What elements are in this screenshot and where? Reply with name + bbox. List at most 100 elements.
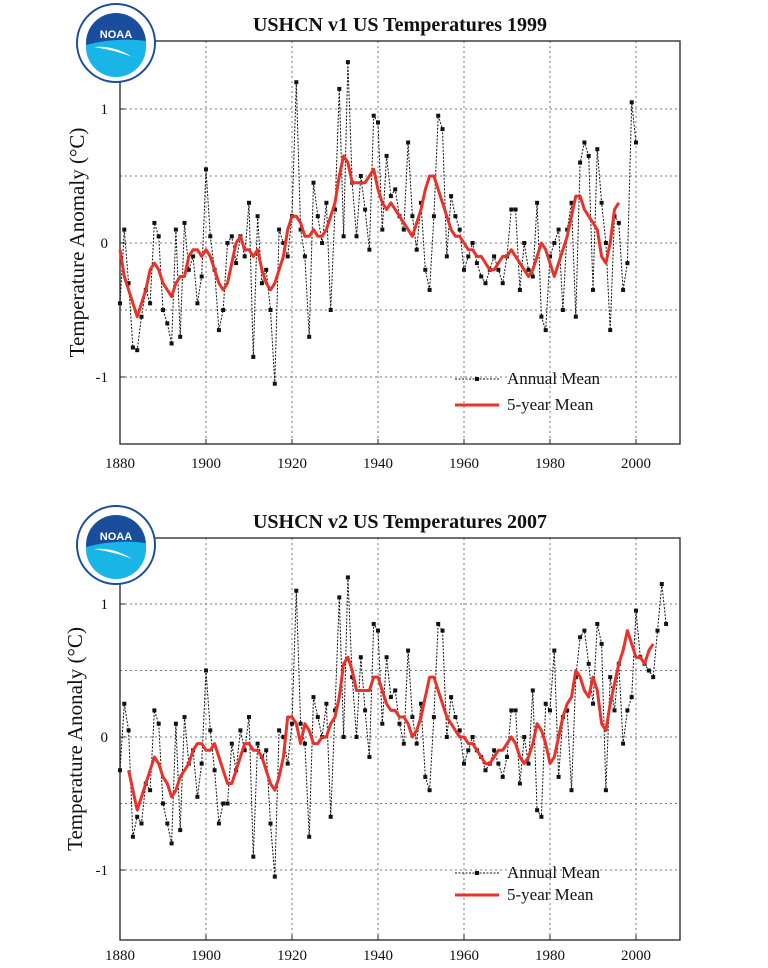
- legend-annual-marker: [475, 377, 479, 381]
- annual-mean-point: [449, 695, 454, 700]
- x-tick-label: 1980: [535, 948, 565, 964]
- logo-text: NOAA: [100, 531, 132, 543]
- legend-annual-label: Annual Mean: [507, 369, 601, 388]
- annual-mean-point: [290, 721, 294, 726]
- annual-mean-point: [470, 735, 475, 739]
- annual-mean-point: [621, 741, 626, 746]
- annual-mean-point: [311, 180, 316, 185]
- annual-mean-point: [277, 227, 282, 232]
- x-tick-label: 1940: [363, 948, 393, 964]
- annual-mean-point: [401, 741, 406, 746]
- annual-mean-point: [629, 100, 634, 105]
- annual-mean-point: [126, 728, 131, 733]
- annual-mean-point: [255, 741, 260, 746]
- annual-mean-point: [599, 641, 604, 646]
- annual-mean-point: [298, 227, 303, 232]
- annual-mean-point: [608, 328, 613, 333]
- legend: Annual Mean 5-year Mean: [455, 369, 601, 414]
- annual-mean-point: [212, 768, 217, 773]
- annual-mean-point: [586, 153, 591, 158]
- annual-mean-point: [479, 274, 484, 279]
- annual-mean-point: [281, 241, 286, 245]
- annual-mean-point: [655, 628, 660, 633]
- annual-mean-point: [341, 735, 346, 739]
- annual-mean-point: [281, 735, 286, 739]
- annual-mean-point: [242, 748, 247, 753]
- annual-mean-point: [492, 254, 497, 259]
- chart-1: 1880 1900 1920 1940 1960 1980 2000 -1 0 1 USHCN v1…: [65, 3, 681, 472]
- annual-mean-point: [156, 234, 161, 239]
- annual-mean-point: [535, 808, 540, 813]
- annual-mean-point: [457, 728, 462, 733]
- annual-mean-point: [268, 308, 273, 312]
- annual-mean-point: [384, 153, 389, 158]
- annual-mean-point: [216, 821, 221, 826]
- annual-mean-point: [255, 214, 260, 219]
- annual-mean-point: [358, 655, 363, 660]
- annual-mean-point: [659, 582, 664, 587]
- annual-mean-point: [126, 281, 131, 286]
- annual-mean-point: [294, 80, 299, 85]
- annual-mean-point: [569, 788, 574, 793]
- annual-mean-point: [423, 267, 428, 272]
- annual-mean-point: [380, 721, 385, 726]
- annual-mean-point: [152, 220, 157, 225]
- annual-mean-point: [440, 127, 445, 132]
- series-5-year-mean-line: [127, 629, 655, 812]
- annual-mean-point: [436, 113, 441, 118]
- annual-mean-point: [135, 348, 140, 353]
- annual-mean-point: [629, 695, 634, 700]
- y-tick-label: 0: [101, 730, 109, 746]
- annual-mean-point: [474, 261, 479, 266]
- legend-annual-marker: [475, 871, 479, 875]
- annual-mean-point: [285, 761, 290, 766]
- logo-gull-icon: [94, 548, 132, 559]
- annual-mean-point: [483, 281, 488, 286]
- annual-mean-point: [625, 708, 630, 713]
- annual-mean-point: [440, 628, 445, 633]
- annual-mean-point: [500, 281, 505, 286]
- annual-mean-point: [376, 628, 380, 633]
- annual-mean-point: [118, 301, 122, 306]
- annual-mean-point: [414, 741, 419, 746]
- annual-mean-point: [337, 595, 342, 600]
- annual-mean-point: [509, 207, 514, 212]
- chart-2: 1880 1900 1920 1940 1960 1980 2000 -1 0 1 USHCN v2…: [63, 505, 681, 964]
- annual-mean-point: [582, 628, 587, 633]
- annual-mean-point: [161, 308, 165, 312]
- annual-mean-point: [444, 254, 449, 259]
- annual-mean-point: [225, 241, 230, 245]
- annual-mean-point: [376, 120, 380, 125]
- annual-mean-point: [388, 695, 393, 700]
- annual-mean-point: [462, 761, 466, 766]
- annual-mean-point: [302, 254, 307, 259]
- annual-mean-point: [393, 187, 398, 192]
- y-tick-label: 1: [101, 102, 109, 118]
- annual-mean-point: [178, 334, 183, 339]
- annual-mean-point: [552, 241, 557, 245]
- annual-mean-point: [436, 621, 441, 626]
- noaa-logo: NOAA: [76, 3, 156, 83]
- annual-mean-point: [595, 621, 600, 626]
- annual-mean-point: [272, 381, 277, 386]
- annual-mean-point: [234, 261, 239, 266]
- annual-mean-point: [414, 247, 419, 252]
- annual-mean-point: [573, 314, 578, 319]
- annual-mean-point: [599, 200, 604, 205]
- annual-mean-point: [173, 721, 178, 726]
- annual-mean-point: [277, 728, 282, 733]
- annual-mean-point: [169, 341, 174, 346]
- annual-mean-point: [272, 874, 277, 879]
- x-tick-label: 1960: [449, 456, 479, 472]
- annual-mean-point: [363, 207, 368, 212]
- annual-mean-point: [457, 227, 462, 232]
- annual-mean-point: [178, 828, 183, 833]
- annual-mean-point: [560, 308, 565, 312]
- x-tick-label: 2000: [621, 948, 651, 964]
- annual-mean-point: [397, 721, 402, 726]
- annual-mean-point: [182, 220, 187, 225]
- annual-mean-point: [453, 214, 458, 219]
- annual-mean-point: [294, 588, 299, 593]
- grid: [119, 538, 680, 940]
- annual-mean-point: [646, 668, 651, 673]
